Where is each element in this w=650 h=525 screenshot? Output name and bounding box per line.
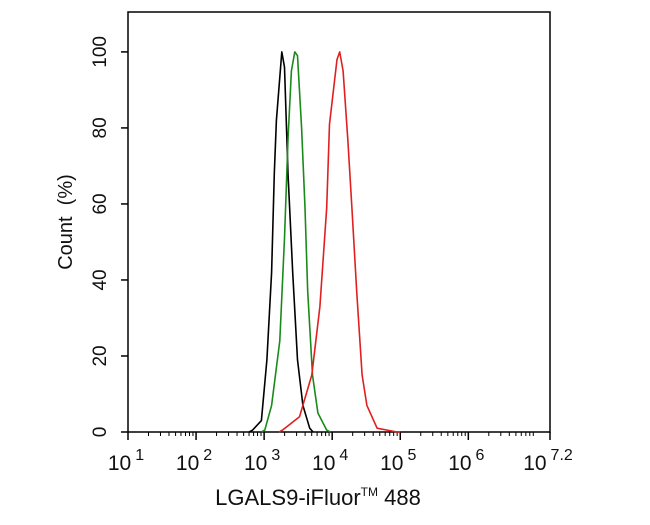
x-tick-base: 10 bbox=[108, 452, 131, 475]
y-tick-label: 0 bbox=[90, 427, 111, 438]
x-tick-base: 10 bbox=[523, 452, 546, 475]
x-tick-exponent: 5 bbox=[407, 447, 416, 464]
y-axis-label: Count (%) bbox=[55, 174, 77, 270]
x-tick-base: 10 bbox=[380, 452, 403, 475]
x-tick-exponent: 7.2 bbox=[551, 447, 573, 464]
y-tick-label: 40 bbox=[90, 269, 111, 290]
x-tick-exponent: 2 bbox=[203, 447, 212, 464]
x-tick-label: 10 2 bbox=[176, 447, 212, 475]
x-axis-label: LGALS9-iFluorTM 488 bbox=[215, 485, 421, 510]
series-group bbox=[248, 51, 401, 433]
y-tick-label: 20 bbox=[90, 345, 111, 366]
x-axis: 10 1 10 2 10 3 10 4 10 5 10 6 10 7.2 bbox=[108, 432, 573, 475]
x-tick-exponent: 3 bbox=[271, 447, 280, 464]
x-axis-label-tm: TM bbox=[361, 485, 378, 499]
y-tick-label: 60 bbox=[90, 193, 111, 214]
x-tick-base: 10 bbox=[176, 452, 199, 475]
x-tick-label: 10 3 bbox=[244, 447, 280, 475]
x-tick-label: 10 7.2 bbox=[523, 447, 573, 475]
plot-frame bbox=[127, 11, 551, 433]
x-tick-base: 10 bbox=[448, 452, 471, 475]
x-tick-base: 10 bbox=[312, 452, 335, 475]
x-tick-label: 10 1 bbox=[108, 447, 144, 475]
x-axis-label-main: LGALS9-iFluor bbox=[215, 485, 361, 510]
x-tick-label: 10 6 bbox=[448, 447, 484, 475]
x-tick-exponent: 6 bbox=[476, 447, 485, 464]
x-axis-label-suffix: 488 bbox=[378, 485, 421, 510]
y-tick-label: 80 bbox=[90, 117, 111, 138]
x-tick-label: 10 4 bbox=[312, 447, 348, 475]
series-red-line bbox=[278, 51, 401, 433]
x-tick-exponent: 1 bbox=[135, 447, 144, 464]
y-axis: 0 20 40 60 80 100 bbox=[90, 36, 128, 437]
x-tick-label: 10 5 bbox=[380, 447, 416, 475]
x-tick-exponent: 4 bbox=[339, 447, 348, 464]
series-black-line bbox=[248, 51, 314, 433]
series-green-line bbox=[261, 51, 331, 433]
x-tick-base: 10 bbox=[244, 452, 267, 475]
y-tick-label: 100 bbox=[90, 36, 111, 68]
